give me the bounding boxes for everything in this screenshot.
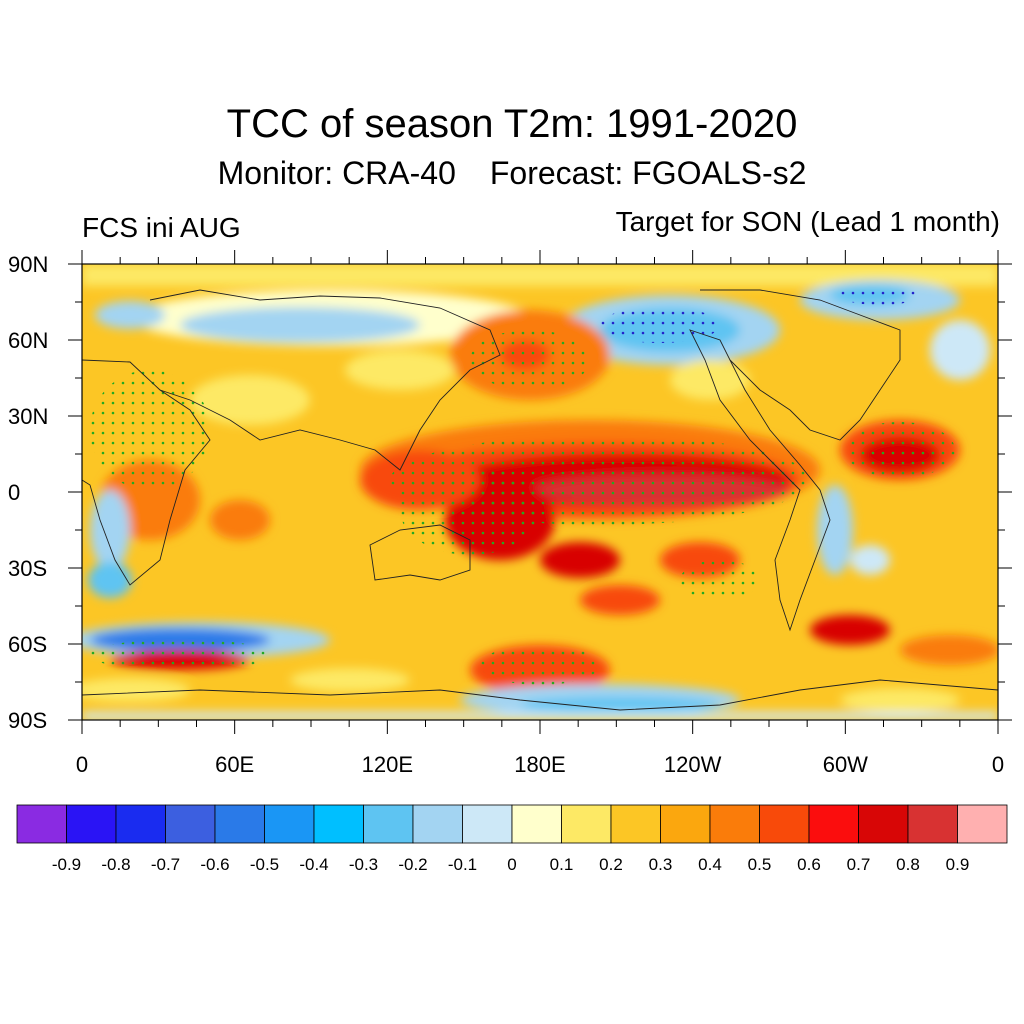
lon-tick-label: 120W	[664, 752, 722, 777]
colorbar-swatch	[412, 804, 463, 844]
axis-ticks	[68, 250, 1012, 734]
lon-tick-label: 180E	[514, 752, 565, 777]
colorbar-swatch	[115, 804, 166, 844]
colorbar-label: -0.3	[349, 855, 378, 874]
colorbar-label: 0	[507, 855, 516, 874]
lon-tick-label: 120E	[362, 752, 413, 777]
colorbar-label: 0.8	[896, 855, 920, 874]
colorbar-swatch	[313, 804, 364, 844]
lat-tick-label: 90N	[8, 252, 48, 277]
map-subtitle: Monitor: CRA-40 Forecast: FGOALS-s2	[0, 155, 1024, 192]
forecast-label: Forecast: FGOALS-s2	[489, 155, 807, 191]
map-title: TCC of season T2m: 1991-2020	[226, 102, 798, 146]
colorbar-swatch	[214, 804, 265, 844]
colorbar-swatch	[709, 804, 760, 844]
colorbar-label: 0.2	[599, 855, 623, 874]
lon-tick-label: 0	[76, 752, 88, 777]
lon-tick-label: 60W	[823, 752, 868, 777]
colorbar-swatch	[957, 804, 1008, 844]
longitude-labels: 0 60E 120E 180E 120W 60W 0	[76, 752, 1004, 777]
lon-tick-label: 0	[992, 752, 1004, 777]
lat-tick-label: 0	[8, 480, 20, 505]
lat-tick-label: 60N	[8, 328, 48, 353]
latitude-labels: 90N 60N 30N 0 30S 60S 90S	[8, 252, 48, 733]
colorbar-swatch	[462, 804, 513, 844]
colorbar-label: 0.1	[550, 855, 574, 874]
coastlines	[82, 289, 998, 711]
tcc-field	[82, 264, 998, 720]
colorbar-label: 0.4	[698, 855, 722, 874]
colorbar-swatch	[808, 804, 859, 844]
colorbar-swatch	[165, 804, 216, 844]
init-label: FCS ini AUG	[82, 212, 241, 243]
colorbar-label: -0.1	[448, 855, 477, 874]
colorbar-swatch	[759, 804, 810, 844]
colorbar-label: 0.3	[649, 855, 673, 874]
target-label: Target for SON (Lead 1 month)	[615, 206, 1000, 237]
lat-tick-label: 60S	[8, 632, 47, 657]
colorbar-swatch	[511, 804, 562, 844]
lat-tick-label: 30N	[8, 404, 48, 429]
colorbar-swatch	[907, 804, 958, 844]
monitor-label: Monitor: CRA-40	[217, 155, 456, 191]
colorbar-label: -0.2	[398, 855, 427, 874]
colorbar-label: -0.6	[200, 855, 229, 874]
colorbar	[16, 804, 1008, 844]
colorbar-label: -0.4	[299, 855, 328, 874]
lon-tick-label: 60E	[215, 752, 254, 777]
colorbar-label: 0.5	[748, 855, 772, 874]
colorbar-label: 0.9	[946, 855, 970, 874]
colorbar-labels: -0.9 -0.8 -0.7 -0.6 -0.5 -0.4 -0.3 -0.2 -0.1 0 0.1…	[52, 855, 969, 874]
colorbar-label: 0.6	[797, 855, 821, 874]
lat-tick-label: 30S	[8, 556, 47, 581]
colorbar-label: 0.7	[847, 855, 871, 874]
colorbar-swatch	[264, 804, 315, 844]
colorbar-swatch	[858, 804, 909, 844]
colorbar-swatch	[16, 804, 67, 844]
colorbar-swatch	[660, 804, 711, 844]
colorbar-swatch	[66, 804, 117, 844]
colorbar-label: -0.5	[250, 855, 279, 874]
colorbar-label: -0.8	[101, 855, 130, 874]
significance-stippling	[90, 285, 955, 685]
colorbar-swatch	[363, 804, 414, 844]
colorbar-swatch	[610, 804, 661, 844]
colorbar-label: -0.9	[52, 855, 81, 874]
lat-tick-label: 90S	[8, 708, 47, 733]
colorbar-label: -0.7	[151, 855, 180, 874]
colorbar-swatch	[561, 804, 612, 844]
